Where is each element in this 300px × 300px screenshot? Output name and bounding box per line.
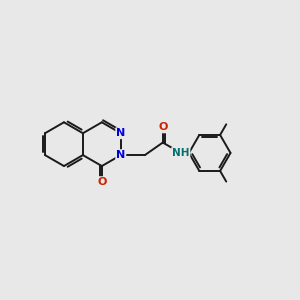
- Text: O: O: [97, 177, 106, 187]
- Text: N: N: [116, 128, 125, 138]
- Text: NH: NH: [172, 148, 190, 158]
- Text: N: N: [116, 150, 125, 160]
- Text: O: O: [158, 122, 167, 132]
